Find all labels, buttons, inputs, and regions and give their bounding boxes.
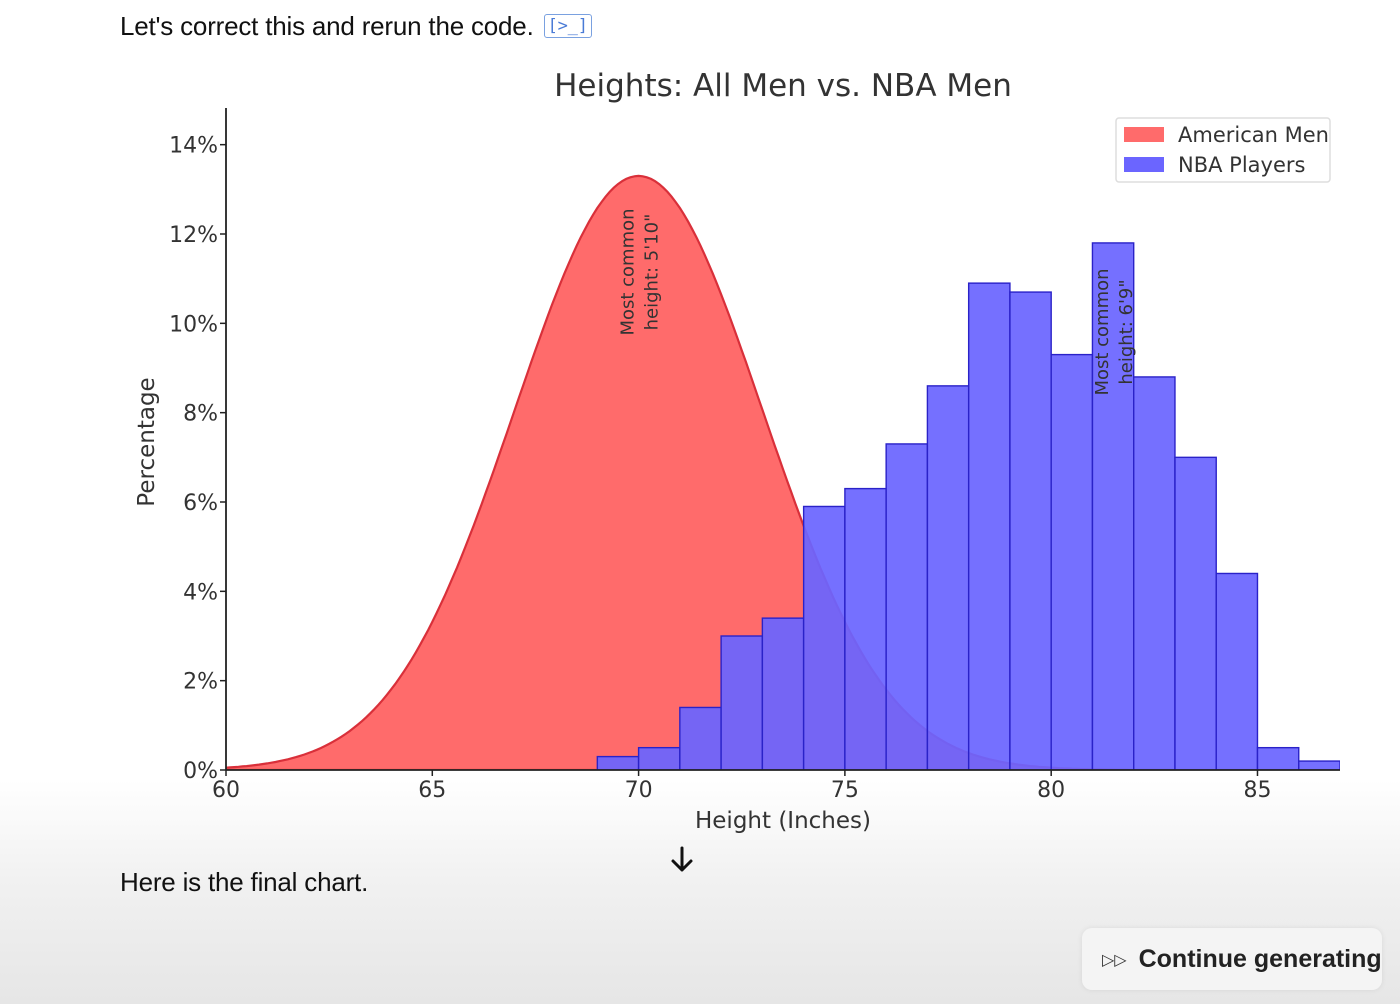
message-text: Let's correct this and rerun the code. [120, 11, 534, 41]
axes: 60 65 70 75 80 85 0% 2% 4% 6% 8% 10% 12% 14% [169, 108, 1340, 803]
most-common-annotation: Most common height: 6'9" [1092, 268, 1137, 395]
annotation-line: Most common [1092, 268, 1113, 395]
terminal-icon[interactable]: [>_] [543, 14, 592, 38]
x-axis-label: Height (Inches) [695, 808, 871, 834]
annotations: Most common height: 5'10" Most common heigh… [618, 208, 1137, 395]
nba-bar-77 [926, 385, 970, 770]
nba-bar-69 [596, 755, 640, 770]
annotation-line: height: 6'9" [1116, 279, 1137, 384]
height-distribution-chart: Heights: All Men vs. NBA Men 60 65 70 75 80 8… [134, 68, 1340, 834]
x-tick-label: 70 [625, 778, 653, 803]
nba-bar-82 [1133, 376, 1176, 770]
most-common-annotation: Most common height: 5'10" [618, 208, 663, 335]
nba-bar-86 [1298, 760, 1340, 770]
annotation-line: height: 5'10" [642, 214, 663, 331]
nba-bar-78 [967, 282, 1011, 770]
nba-bar-70 [637, 746, 681, 770]
nba-bar-79 [1009, 291, 1052, 770]
y-tick-label: 10% [169, 312, 218, 337]
y-tick-label: 12% [169, 223, 218, 248]
y-tick-label: 0% [183, 759, 218, 784]
nba-bar-75 [844, 487, 887, 770]
legend-label-american-men: American Men [1178, 123, 1329, 147]
x-tick-label: 65 [418, 778, 446, 803]
x-tick-label: 85 [1243, 778, 1271, 803]
assistant-message-bottom: Here is the final chart. [120, 867, 369, 897]
nba-bar-80 [1050, 353, 1094, 770]
x-tick-label: 75 [831, 778, 859, 803]
y-tick-label: 6% [183, 491, 218, 516]
y-tick-label: 2% [183, 670, 218, 695]
continue-generating-button[interactable]: ▷▷ Continue generating [1082, 928, 1382, 990]
y-tick-label: 14% [169, 134, 218, 159]
assistant-message-top: Let's correct this and rerun the code. [… [120, 8, 592, 44]
nba-bar-76 [885, 443, 929, 770]
x-tick-label: 60 [212, 778, 240, 803]
continue-generating-label: Continue generating [1138, 944, 1382, 973]
legend-swatch-nba-players [1124, 157, 1164, 172]
legend-swatch-american-men [1124, 127, 1164, 142]
plot-area [226, 174, 1340, 770]
scroll-down-button[interactable] [664, 842, 700, 878]
legend: American Men NBA Players [1115, 117, 1331, 183]
legend-label-nba-players: NBA Players [1178, 153, 1305, 177]
nba-bar-74 [802, 505, 846, 770]
nba-bar-72 [720, 635, 764, 770]
y-tick-label: 4% [183, 580, 218, 605]
y-axis-label: Percentage [134, 377, 160, 506]
y-tick-label: 8% [183, 402, 218, 427]
nba-bar-85 [1256, 746, 1300, 770]
nba-bar-84 [1215, 572, 1259, 770]
fast-forward-icon: ▷▷ [1102, 949, 1127, 969]
legend-box [1115, 117, 1331, 183]
x-tick-label: 80 [1037, 778, 1065, 803]
annotation-line: Most common [618, 208, 639, 335]
nba-bar-71 [679, 706, 722, 770]
arrow-down-icon [671, 846, 693, 872]
chart-title: Heights: All Men vs. NBA Men [554, 68, 1012, 104]
nba-bar-83 [1174, 456, 1217, 770]
nba-bar-73 [761, 617, 805, 770]
